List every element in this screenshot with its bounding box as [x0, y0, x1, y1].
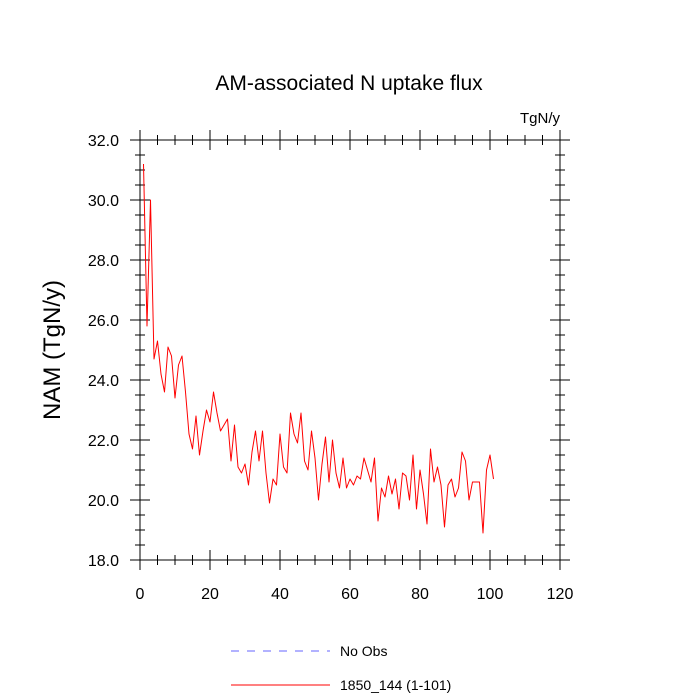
legend: No Obs 1850_144 (1-101) — [231, 643, 451, 693]
y-tick-label: 24.0 — [88, 373, 119, 390]
x-tick-label: 40 — [271, 586, 289, 603]
plot-frame — [139, 139, 561, 561]
x-tick-label: 20 — [201, 586, 219, 603]
y-tick-label: 22.0 — [88, 433, 119, 450]
y-axis-label: NAM (TgN/y) — [39, 280, 66, 420]
y-tick-label: 26.0 — [88, 313, 119, 330]
series-line-1850-144 — [143, 163, 494, 534]
chart-title: AM-associated N uptake flux — [215, 72, 483, 95]
x-tick-label: 60 — [341, 586, 359, 603]
y-tick-label: 30.0 — [88, 193, 119, 210]
y-tick-label: 32.0 — [88, 133, 119, 150]
y-tick-label: 20.0 — [88, 493, 119, 510]
y-tick-label: 28.0 — [88, 253, 119, 270]
legend-label-1850-144: 1850_144 (1-101) — [340, 677, 451, 693]
x-tick-label: 120 — [547, 586, 574, 603]
units-label: TgN/y — [520, 110, 561, 127]
x-tick-label: 100 — [477, 586, 504, 603]
x-tick-label: 80 — [411, 586, 429, 603]
series-layer — [143, 163, 494, 534]
legend-label-no-obs: No Obs — [340, 643, 387, 659]
y-tick-label: 18.0 — [88, 553, 119, 570]
x-tick-label: 0 — [136, 586, 145, 603]
